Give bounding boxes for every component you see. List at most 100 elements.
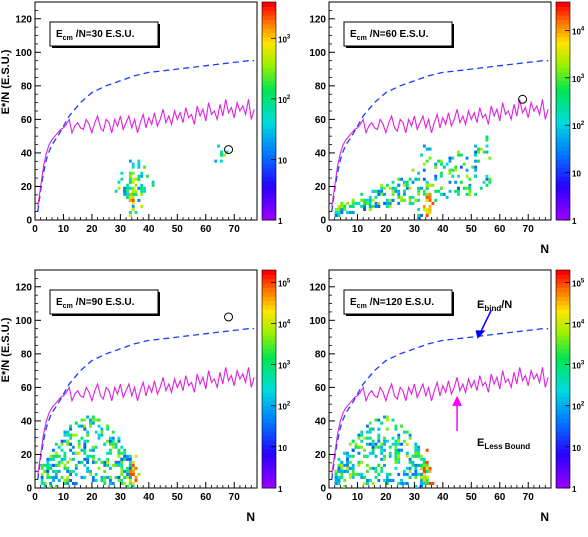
heatmap-cell [366,481,369,485]
heatmap-cell [397,433,401,437]
heatmap-cell [459,180,463,184]
heatmap-cell [49,463,53,467]
heatmap-cell [442,192,446,196]
heatmap-cell [351,439,355,443]
colorbar-step [556,422,570,428]
heatmap-cell [340,460,344,464]
colorbar-step [556,304,570,310]
colorbar-step [556,58,570,64]
heatmap-cell [357,463,361,467]
heatmap-cell [440,171,443,175]
heatmap-cell [52,448,55,452]
colorbar-step [556,479,570,485]
heatmap-cell [351,448,355,452]
heatmap-cell [111,436,115,440]
colorbar-step [262,15,276,20]
heatmap-cell [74,466,78,470]
heatmap-cell [371,204,375,208]
heatmap-cell [334,472,338,476]
colorbar-step [556,158,570,164]
heatmap-cell [363,475,366,479]
heatmap-cell [420,186,423,190]
y-tick-label: 100 [309,316,326,327]
x-tick-label: 20 [86,492,98,503]
colorbar-tick-base: 10 [278,96,287,105]
heatmap-cell [52,469,55,473]
heatmap-cell [137,198,141,202]
circle-marker [518,94,528,104]
y-tick-label: 100 [309,48,326,59]
x-axis-label: N [540,510,549,524]
heatmap-cell [374,195,378,199]
heatmap-cell [354,472,358,476]
colorbar-step [556,313,570,319]
heatmap-cell [417,472,421,476]
eless-arrow-head [452,395,462,406]
heatmap-cell [360,198,364,202]
heatmap-cell [137,162,141,166]
chart-panel-4: 0 10 20 30 40 50 60 70 0 20 40 60 80 100 120 N Ecm/N=120… [309,269,585,524]
colorbar-step [556,392,570,397]
colorbar-step [556,111,570,116]
colorbar-step [262,93,276,99]
heatmap-cell [91,448,95,452]
colorbar-step [556,49,570,55]
heatmap-cell [128,174,132,178]
heatmap-cell [134,192,138,196]
y-tick-label: 120 [309,282,326,293]
heatmap-cell [400,448,403,452]
colorbar-step [556,172,570,177]
y-axis-label: E*/N (E.S.U.) [0,317,12,382]
heatmap-cell [377,192,381,196]
colorbar-tick-exp: 3 [581,74,585,80]
heatmap-cell [408,457,412,461]
heatmap-cell [111,439,115,443]
colorbar-step [556,193,570,199]
heatmap-cell [52,475,55,479]
colorbar-step [262,313,276,319]
heatmap-cell [457,174,460,178]
heatmap-cell [46,457,50,461]
heatmap-cell [131,162,135,166]
heatmap-cell [363,198,366,202]
heatmap-cell [131,469,135,473]
heatmap-cell [371,189,375,193]
heatmap-cell [454,168,458,172]
colorbar-step [262,352,276,358]
heatmap-cell [422,472,426,476]
heatmap-cell [403,481,406,485]
y-tick-label: 80 [315,81,327,92]
heatmap-cell [485,144,489,148]
heatmap-cell [374,442,378,446]
colorbar-step [262,270,276,275]
heatmap-cell [397,472,401,476]
colorbar-tick-exp: 5 [581,278,585,284]
heatmap-cell [391,180,395,184]
heatmap-cell [66,439,70,443]
colorbar-step [262,154,276,160]
heatmap-cell [131,180,135,184]
colorbar-step [556,2,570,7]
energy-label-rest: /N=90 E.S.U. [76,297,135,308]
heatmap-cell [137,186,141,190]
heatmap-cell [117,436,121,440]
heatmap-cell [83,463,87,467]
colorbar-tick-exp: 3 [287,361,291,367]
colorbar-tick-label: 1 [572,217,577,226]
heatmap-cell [385,481,389,485]
colorbar-step [262,128,276,134]
heatmap-cell [388,451,392,455]
x-tick-label: 10 [58,224,70,235]
chart-panel-3: 0 10 20 30 40 50 60 70 0 20 40 60 80 100 120 E*/N (E.S.… [0,269,291,524]
heatmap-cell [380,451,384,455]
heatmap-cell [40,478,44,482]
colorbar-step [556,270,570,275]
heatmap-cell [69,442,72,446]
heatmap-cell [120,472,124,476]
heatmap-cell [366,442,369,446]
ebind-sub: bind [484,304,501,313]
colorbar-step [556,19,570,25]
heatmap-cell [388,454,392,458]
x-tick-label: 10 [352,224,364,235]
heatmap-cell [368,466,372,470]
